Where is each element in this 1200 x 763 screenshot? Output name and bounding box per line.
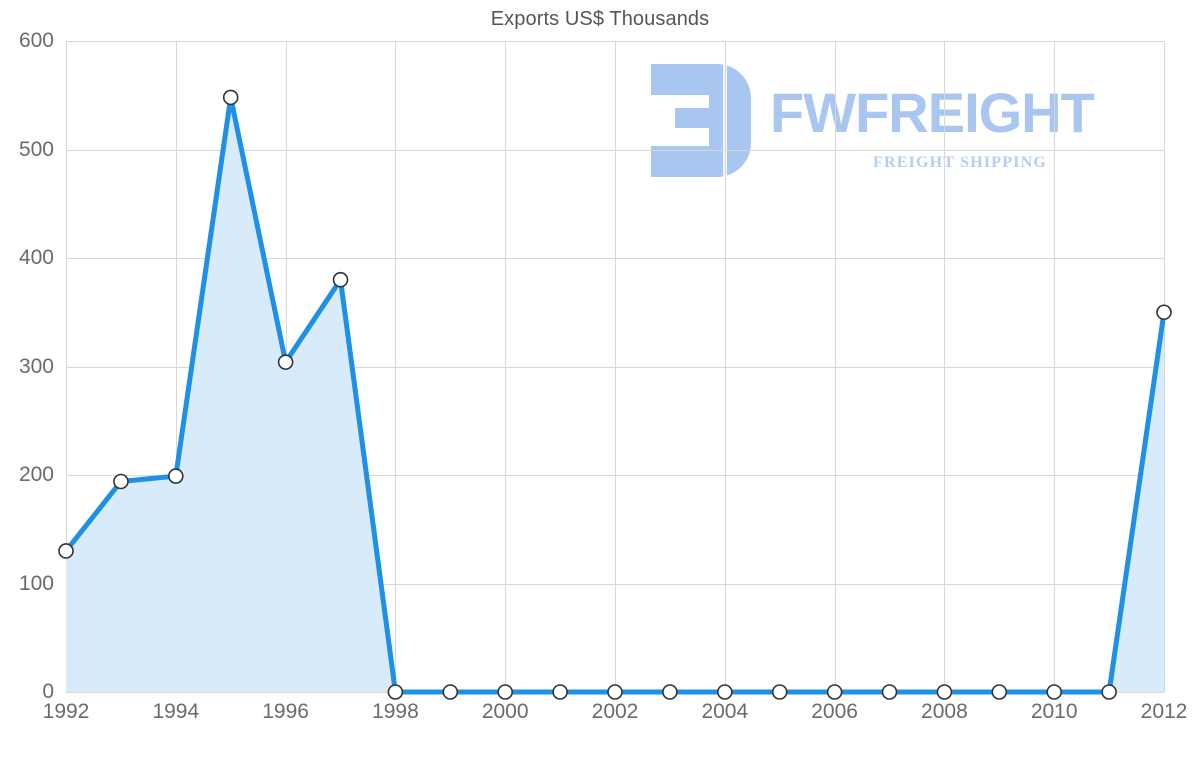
gridline-vertical	[66, 41, 67, 692]
gridline-vertical	[724, 41, 726, 692]
y-axis-tick-label: 100	[18, 571, 54, 595]
series-exports: 1992: 130 1993: 194 1994: 199 1995: 548 1996…	[58, 89, 1172, 700]
chart-title: Exports US$ Thousands	[490, 8, 710, 30]
x-axis-tick-label: 1996	[262, 700, 309, 723]
gridline-vertical	[944, 41, 946, 692]
gridline-vertical	[505, 41, 507, 692]
x-axis-tick-label: 1998	[372, 700, 419, 723]
x-axis-tick-label: 2012	[1140, 700, 1188, 723]
data-point-marker[interactable]: 1999: 0	[442, 684, 459, 700]
x-axis-tick-label: 2002	[591, 700, 639, 723]
data-point-marker[interactable]: 2010: 0	[1046, 684, 1063, 700]
gridline-vertical	[175, 41, 177, 692]
x-axis-tick-label: 2004	[701, 700, 749, 723]
series-area-fill	[66, 97, 1164, 693]
y-axis-tick-label: 0	[42, 680, 54, 703]
gridline-vertical	[1164, 41, 1165, 692]
y-axis-tick-label: 300	[18, 354, 54, 378]
data-point-marker[interactable]: 1997: 380	[332, 271, 349, 288]
data-point-marker[interactable]: 2008: 0	[936, 684, 953, 700]
data-point-marker[interactable]: 1992: 130	[58, 543, 74, 559]
data-point-marker[interactable]: 2004: 0	[716, 684, 733, 700]
x-axis-tick-label: 2010	[1030, 700, 1078, 723]
data-point-marker[interactable]: 2011: 0	[1101, 684, 1117, 700]
y-axis-tick-label: 600	[18, 29, 54, 52]
data-point-marker[interactable]: 2001: 0	[552, 684, 568, 700]
data-point-marker[interactable]: 2005: 0	[771, 684, 788, 700]
y-axis-tick-label: 500	[18, 137, 54, 161]
plot-area: 1992: 130 1993: 194 1994: 199 1995: 548 1996…	[58, 41, 1172, 700]
x-axis-tick-label: 2008	[921, 700, 968, 723]
data-point-marker[interactable]: 2007: 0	[881, 684, 898, 700]
y-axis-tick-label: 400	[18, 246, 54, 269]
x-axis-tick-label: 1994	[152, 700, 200, 723]
x-axis-tick-label: 2000	[481, 700, 529, 723]
x-axis-tick-label: 2006	[811, 700, 858, 723]
data-point-marker[interactable]: 1995: 548	[222, 89, 239, 106]
data-point-marker[interactable]: 1998: 0	[387, 684, 404, 700]
gridline-vertical	[615, 41, 616, 692]
data-point-marker[interactable]: 2000: 0	[497, 684, 514, 700]
gridline-vertical	[834, 41, 836, 692]
data-point-marker[interactable]: 1996: 304	[277, 354, 294, 370]
gridline-vertical	[1054, 41, 1056, 692]
data-point-marker[interactable]: 2012: 350	[1156, 304, 1172, 321]
data-point-marker[interactable]: 1994: 199	[168, 468, 184, 484]
data-point-marker[interactable]: 2006: 0	[826, 684, 843, 700]
y-axis-tick-label: 200	[18, 463, 54, 486]
x-axis-tick-label: 1992	[42, 700, 90, 723]
data-point-marker[interactable]: 2009: 0	[991, 684, 1008, 700]
data-point-marker[interactable]: 2002: 0	[607, 684, 623, 700]
data-point-marker[interactable]: 1993: 194	[113, 473, 129, 490]
gridline-vertical	[395, 41, 397, 692]
